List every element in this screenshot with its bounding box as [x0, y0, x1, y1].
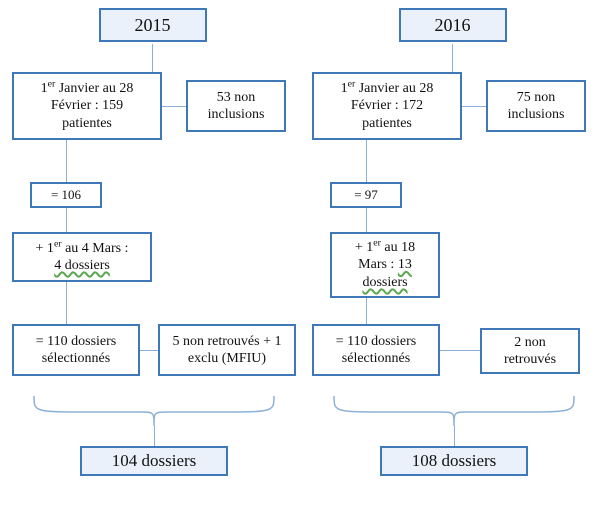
period-line2: Février : 172 — [351, 97, 423, 115]
flow-2016: 2016 1er Janvier au 28 Février : 172 pat… — [310, 0, 595, 42]
plus-box-2016: + 1er au 18 Mars : 13 dossiers — [330, 232, 440, 298]
connector — [152, 44, 153, 72]
result-label: 108 dossiers — [412, 451, 497, 471]
excl-line2: exclu (MFIU) — [188, 350, 266, 368]
connector — [462, 106, 486, 107]
noninclusions-box-2015: 53 non inclusions — [186, 80, 286, 132]
connector — [452, 44, 453, 72]
period-box-2015: 1er Janvier au 28 Février : 159 patiente… — [12, 72, 162, 140]
year-box-2016: 2016 — [399, 8, 507, 42]
plus-line3: dossiers — [362, 274, 407, 292]
connector — [366, 298, 367, 324]
noninc-line1: 53 non — [217, 89, 256, 107]
connector — [454, 426, 455, 446]
noninc-line2: inclusions — [208, 106, 265, 124]
brace-2016 — [330, 392, 580, 442]
connector — [366, 208, 367, 232]
sel-line2: sélectionnés — [342, 350, 410, 368]
selected-box-2015: = 110 dossiers sélectionnés — [12, 324, 140, 376]
period-box-2016: 1er Janvier au 28 Février : 172 patiente… — [312, 72, 462, 140]
year-label: 2015 — [135, 15, 171, 36]
connector — [440, 350, 480, 351]
year-box-2015: 2015 — [99, 8, 207, 42]
connector — [366, 140, 367, 182]
year-label: 2016 — [435, 15, 471, 36]
result-label: 104 dossiers — [112, 451, 197, 471]
flow-2015: 2015 1er Janvier au 28 Février : 159 pat… — [10, 0, 295, 42]
noninclusions-box-2016: 75 non inclusions — [486, 80, 586, 132]
excl-line1: 2 non — [514, 334, 546, 352]
period-line1: 1er Janvier au 28 — [41, 80, 134, 98]
connector — [140, 350, 158, 351]
eq-label: = 106 — [51, 187, 81, 203]
connector — [154, 426, 155, 446]
period-line3: patientes — [362, 115, 412, 133]
excl-line2: retrouvés — [504, 351, 556, 369]
noninc-line2: inclusions — [508, 106, 565, 124]
result-box-2015: 104 dossiers — [80, 446, 228, 476]
brace-2015 — [30, 392, 280, 442]
connector — [66, 282, 67, 324]
plus-box-2015: + 1er au 4 Mars : 4 dossiers — [12, 232, 152, 282]
period-line1: 1er Janvier au 28 — [341, 80, 434, 98]
plus-line2: Mars : 13 — [358, 256, 412, 274]
sel-line1: = 110 dossiers — [336, 333, 417, 351]
plus-line2: 4 dossiers — [54, 257, 110, 275]
sel-line1: = 110 dossiers — [36, 333, 117, 351]
selected-box-2016: = 110 dossiers sélectionnés — [312, 324, 440, 376]
period-line3: patientes — [62, 115, 112, 133]
plus-line1: + 1er au 4 Mars : — [36, 240, 129, 258]
plus-line1: + 1er au 18 — [355, 239, 415, 257]
excluded-box-2016: 2 non retrouvés — [480, 328, 580, 374]
connector — [66, 208, 67, 232]
period-line2: Février : 159 — [51, 97, 123, 115]
noninc-line1: 75 non — [517, 89, 556, 107]
result-box-2016: 108 dossiers — [380, 446, 528, 476]
excl-line1: 5 non retrouvés + 1 — [173, 333, 282, 351]
equals-box-2016: = 97 — [330, 182, 402, 208]
sel-line2: sélectionnés — [42, 350, 110, 368]
equals-box-2015: = 106 — [30, 182, 102, 208]
eq-label: = 97 — [354, 187, 378, 203]
excluded-box-2015: 5 non retrouvés + 1 exclu (MFIU) — [158, 324, 296, 376]
connector — [66, 140, 67, 182]
connector — [162, 106, 186, 107]
